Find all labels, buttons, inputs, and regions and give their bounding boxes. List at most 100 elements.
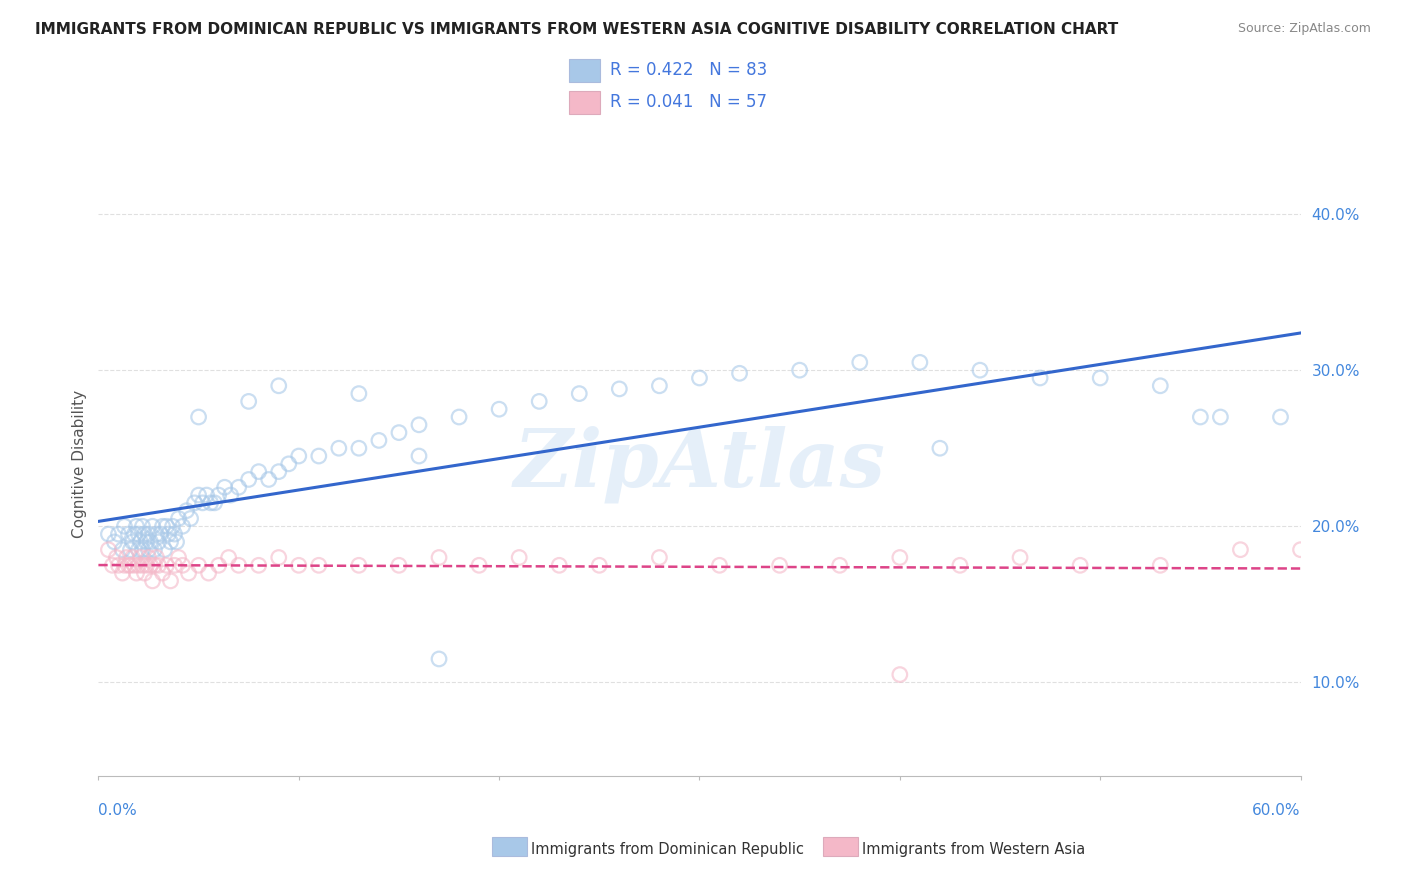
Point xyxy=(1029,371,1052,385)
Point xyxy=(141,519,163,533)
Point xyxy=(152,566,174,581)
Point xyxy=(141,574,163,588)
Point xyxy=(159,574,181,588)
Point xyxy=(155,519,177,533)
Point xyxy=(267,550,290,565)
Point xyxy=(128,527,150,541)
Point xyxy=(200,496,222,510)
Point xyxy=(728,366,751,380)
Point xyxy=(1149,558,1171,573)
Point xyxy=(117,527,139,541)
Point xyxy=(107,558,129,573)
Point xyxy=(218,550,240,565)
Point xyxy=(789,363,811,377)
Point xyxy=(187,410,209,425)
Point xyxy=(219,488,242,502)
Point xyxy=(97,542,120,557)
Point xyxy=(204,496,226,510)
Point xyxy=(1270,410,1292,425)
Point xyxy=(427,652,450,666)
Point xyxy=(138,527,160,541)
Point xyxy=(1149,379,1171,393)
Point xyxy=(347,558,370,573)
Point xyxy=(129,550,152,565)
Point xyxy=(347,386,370,401)
Point xyxy=(277,457,299,471)
Point xyxy=(969,363,991,377)
Point xyxy=(488,402,510,417)
Point xyxy=(153,542,176,557)
Point xyxy=(768,558,790,573)
Point xyxy=(368,434,391,448)
Point xyxy=(134,527,156,541)
Point xyxy=(889,550,911,565)
Point xyxy=(143,542,166,557)
Point xyxy=(195,488,218,502)
Point xyxy=(167,550,190,565)
Point xyxy=(121,550,143,565)
Point xyxy=(427,550,450,565)
Point xyxy=(159,534,181,549)
Point xyxy=(139,558,162,573)
Point xyxy=(135,534,157,549)
Text: IMMIGRANTS FROM DOMINICAN REPUBLIC VS IMMIGRANTS FROM WESTERN ASIA COGNITIVE DIS: IMMIGRANTS FROM DOMINICAN REPUBLIC VS IM… xyxy=(35,22,1118,37)
Point xyxy=(111,542,134,557)
Point xyxy=(828,558,851,573)
Text: Immigrants from Dominican Republic: Immigrants from Dominican Republic xyxy=(531,842,804,856)
Point xyxy=(125,566,148,581)
Point xyxy=(131,519,153,533)
Text: R = 0.041   N = 57: R = 0.041 N = 57 xyxy=(610,94,766,112)
Point xyxy=(177,566,200,581)
Point xyxy=(267,465,290,479)
Point xyxy=(257,472,280,486)
Point xyxy=(308,449,330,463)
Text: 60.0%: 60.0% xyxy=(1253,803,1301,818)
Point xyxy=(111,566,134,581)
Point xyxy=(176,503,198,517)
Point xyxy=(191,496,214,510)
Point xyxy=(408,417,430,432)
Point xyxy=(114,558,136,573)
Point xyxy=(508,550,530,565)
Point xyxy=(131,542,153,557)
Point xyxy=(889,667,911,681)
Point xyxy=(468,558,491,573)
Point xyxy=(288,449,311,463)
Point xyxy=(120,542,142,557)
Point xyxy=(124,558,146,573)
Point xyxy=(529,394,551,409)
Text: Immigrants from Western Asia: Immigrants from Western Asia xyxy=(862,842,1085,856)
Point xyxy=(135,558,157,573)
Point xyxy=(183,496,205,510)
Point xyxy=(1010,550,1032,565)
Point xyxy=(124,527,146,541)
Text: ZipAtlas: ZipAtlas xyxy=(513,425,886,502)
Point xyxy=(1289,542,1312,557)
Point xyxy=(121,534,143,549)
Point xyxy=(139,534,162,549)
Point xyxy=(308,558,330,573)
Point xyxy=(143,558,166,573)
Point xyxy=(138,542,160,557)
Bar xyxy=(568,91,600,114)
Point xyxy=(949,558,972,573)
Point xyxy=(120,558,142,573)
Point xyxy=(187,558,209,573)
Point xyxy=(105,550,128,565)
Point xyxy=(172,519,194,533)
Point xyxy=(568,386,591,401)
Point xyxy=(1069,558,1091,573)
Point xyxy=(408,449,430,463)
Point xyxy=(648,379,671,393)
Point xyxy=(908,355,931,369)
Bar xyxy=(568,59,600,82)
Point xyxy=(609,382,631,396)
Point xyxy=(388,425,411,440)
Point xyxy=(328,442,350,455)
Point xyxy=(128,542,150,557)
Point xyxy=(107,527,129,541)
Point xyxy=(125,519,148,533)
Point xyxy=(180,511,202,525)
Point xyxy=(148,558,170,573)
Point xyxy=(163,558,186,573)
